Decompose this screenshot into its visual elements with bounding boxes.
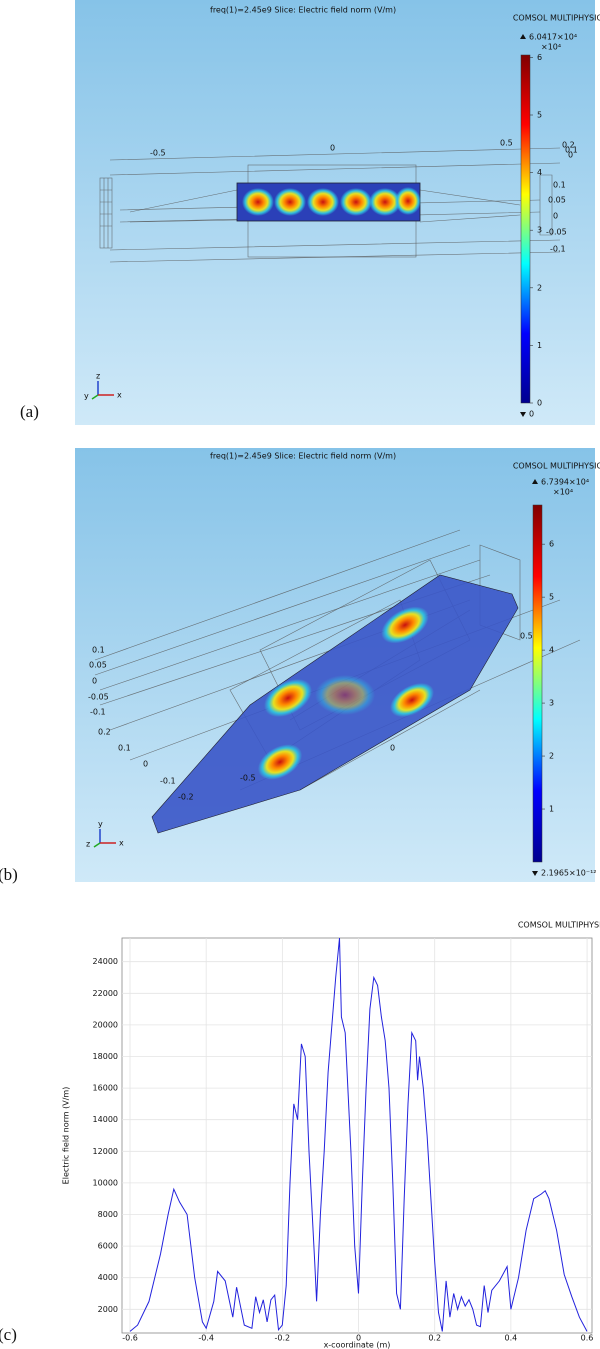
hotspots-b [257,606,434,780]
triad-label: z [86,840,90,849]
y-tick-label: 14000 [93,1115,118,1124]
axis-label: 0 [568,151,573,160]
geometry-a [99,147,561,263]
hotspots-a [242,187,421,216]
y-tick-label: 4000 [98,1273,118,1282]
colorbar-tick-label: 4 [537,168,542,177]
axis-label: 0.5 [520,632,533,641]
axis-label: 0 [92,677,97,686]
axis-label: 0.1 [118,744,131,753]
axis-label: 0.1 [92,646,105,655]
x-tick-label: -0.2 [275,1334,291,1343]
axis-label: 0.1 [553,181,566,190]
y-tick-label: 16000 [93,1084,118,1093]
plot-area [121,937,593,1334]
min-label: 2.1965×10⁻¹² [541,869,597,878]
colorbar-tick-label: 5 [549,593,554,602]
y-tick-label: 18000 [93,1052,118,1061]
y-tick-label: 20000 [93,1020,118,1029]
title: freq(1)=2.45e9 Slice: Electric field nor… [210,452,396,461]
y-tick-label: 10000 [93,1178,118,1187]
triad-axis [93,842,101,848]
title: freq(1)=2.45e9 Slice: Electric field nor… [210,6,396,15]
panel-label: (a) [20,402,39,421]
y-axis-label: Electric field norm (V/m) [62,1087,71,1185]
x-tick-label: 0.4 [505,1334,518,1343]
x-tick-label: -0.6 [122,1334,138,1343]
axis-label: 0.2 [562,141,575,150]
line-series [129,937,588,1332]
colorbar [520,54,531,404]
axis-label: 0.05 [548,196,566,205]
min-label: 0 [529,410,534,419]
colorbar-tick-label: 2 [549,752,554,761]
colorbar-tick-label: 4 [549,646,554,655]
x-tick-label: 0.6 [581,1334,594,1343]
axis-label: -0.05 [88,693,109,702]
unit-label: ×10⁴ [553,488,573,497]
y-tick-label: 12000 [93,1147,118,1156]
colorbar-tick-label: 1 [549,805,554,814]
logo: COMSOL MULTIPHYSICS [513,14,600,23]
min-marker [520,412,526,417]
axis-label: 0.05 [89,661,107,670]
panel-label: (c) [0,1325,17,1344]
axis-label: -0.05 [546,228,567,237]
axis-label: -0.5 [240,774,256,783]
x-tick-label: -0.4 [198,1334,214,1343]
y-tick-label: 24000 [93,957,118,966]
axis-label: 0 [330,144,335,153]
colorbar-tick-label: 0 [537,399,542,408]
axis-label: 0.5 [500,139,513,148]
colorbar [532,504,543,863]
axis-label: -0.5 [150,149,166,158]
y-tick-label: 22000 [93,989,118,998]
panel-label: (b) [0,865,18,884]
colorbar-tick-label: 5 [537,111,542,120]
min-marker [532,871,538,876]
x-tick-label: 0 [356,1334,361,1343]
y-tick-label: 6000 [98,1242,118,1251]
max-marker [532,479,538,484]
max-label: 6.0417×10⁴ [529,33,577,42]
colorbar-tick-label: 3 [537,226,542,235]
axis-label: 0 [390,744,395,753]
max-marker [520,34,526,39]
colorbar-tick-label: 2 [537,283,542,292]
axis-label: 0 [553,212,558,221]
axis-label: -0.2 [178,793,194,802]
axis-label: -0.1 [90,708,106,717]
axis-label: 0.1 [565,146,578,155]
x-tick-label: 0.2 [428,1334,441,1343]
y-tick-label: 2000 [98,1305,118,1314]
triad-label: x [117,391,122,400]
triad-label: z [96,372,100,381]
logo: COMSOL MULTIPHYSICS [518,921,600,930]
colorbar-tick-label: 3 [549,699,554,708]
triad-axis [91,394,99,400]
axis-label: -0.1 [550,245,566,254]
triad-label: y [98,820,103,829]
logo: COMSOL MULTIPHYSICS [513,462,600,471]
colorbar-tick-label: 1 [537,341,542,350]
colorbar-tick-label: 6 [537,53,542,62]
y-tick-label: 8000 [98,1210,118,1219]
colorbar-tick-label: 6 [549,540,554,549]
axis-label: 0.2 [98,728,111,737]
triad-label: x [119,839,124,848]
triad-label: y [84,392,89,401]
unit-label: ×10⁴ [541,43,561,52]
max-label: 6.7394×10⁴ [541,478,589,487]
x-axis-label: x-coordinate (m) [324,1341,391,1349]
axis-label: -0.1 [160,777,176,786]
axis-label: 0 [143,760,148,769]
